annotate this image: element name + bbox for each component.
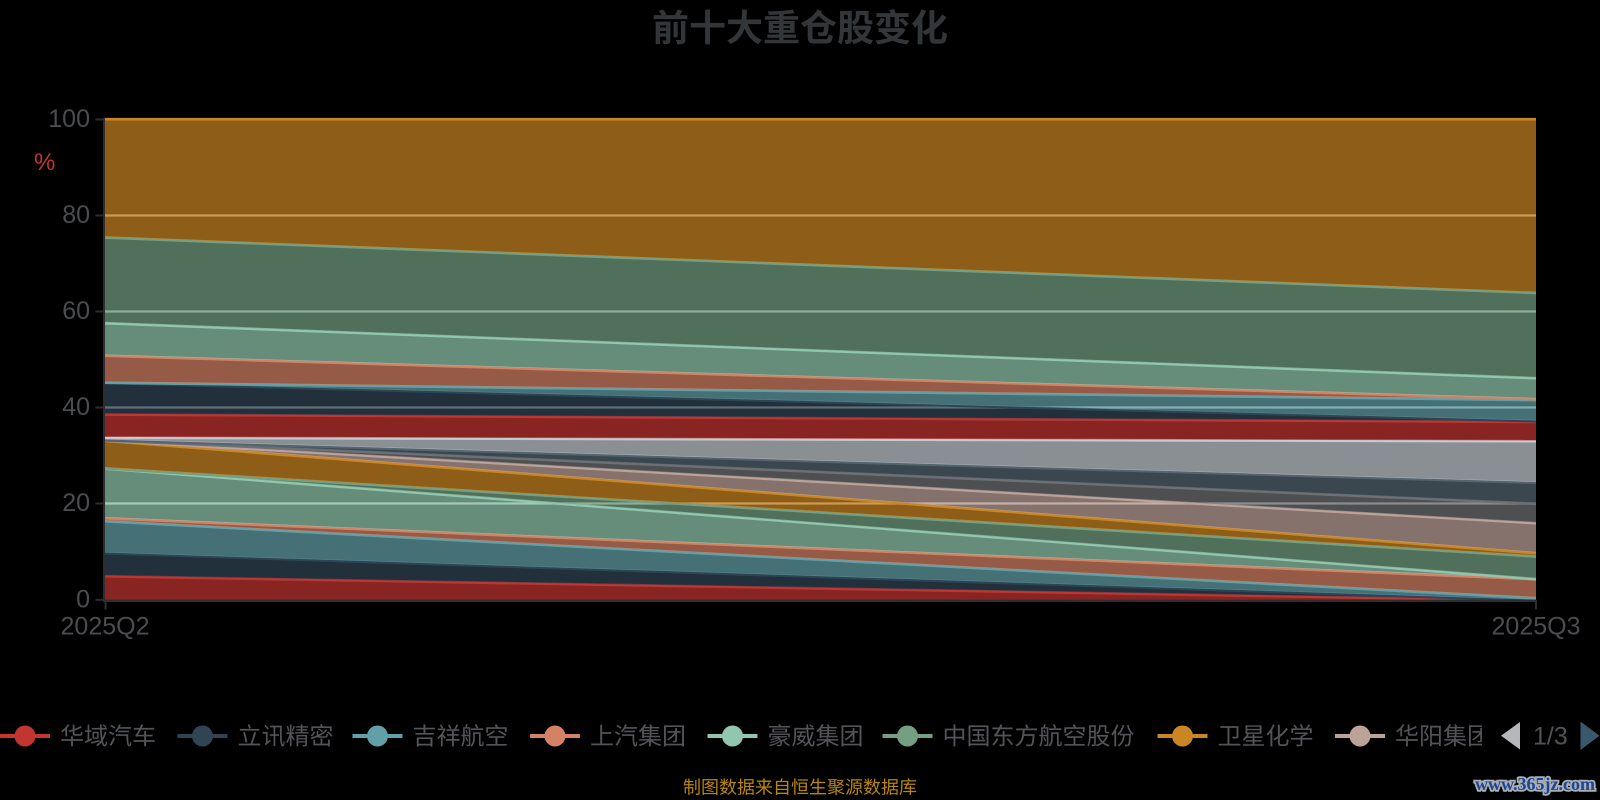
- svg-text:www.365jz.com: www.365jz.com: [1475, 774, 1595, 794]
- svg-text:2025Q3: 2025Q3: [1492, 613, 1581, 641]
- svg-text:20: 20: [62, 489, 90, 517]
- svg-text:80: 80: [62, 201, 90, 229]
- svg-text:60: 60: [62, 297, 90, 325]
- svg-text:100: 100: [48, 105, 90, 133]
- svg-text:1/3: 1/3: [1533, 723, 1568, 751]
- svg-text:2025Q2: 2025Q2: [61, 613, 150, 641]
- svg-text:40: 40: [62, 393, 90, 421]
- svg-text:%: %: [34, 149, 55, 176]
- svg-text:0: 0: [76, 585, 90, 613]
